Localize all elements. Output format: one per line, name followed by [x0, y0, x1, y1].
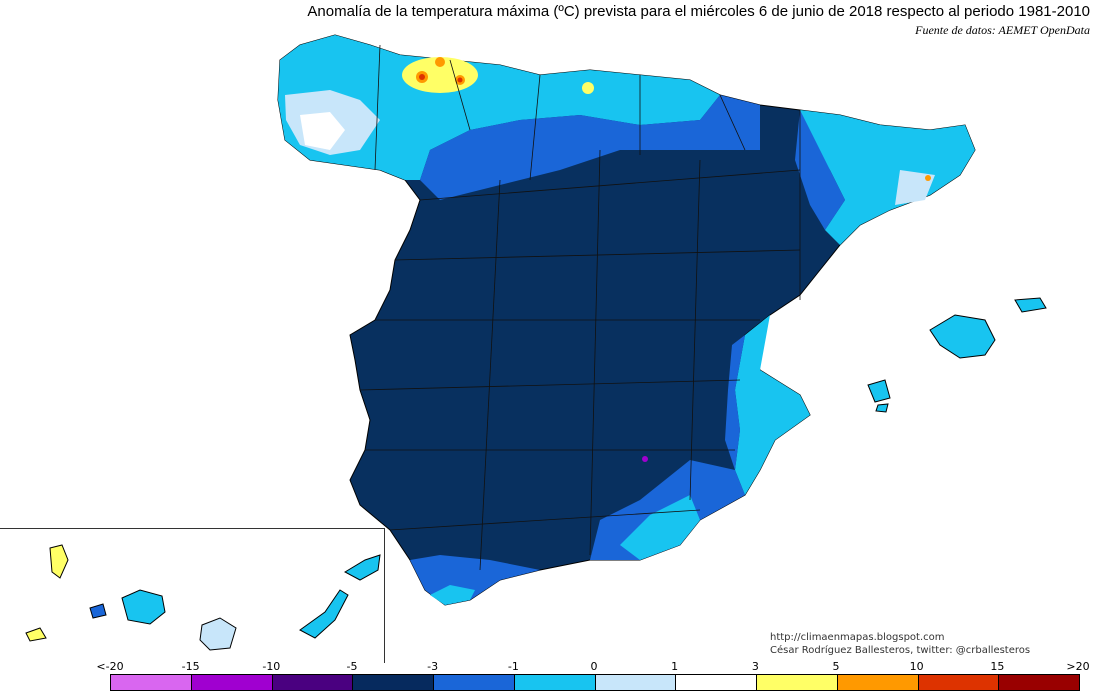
fuerteventura-island	[299, 589, 349, 639]
legend-tick-labels: <-20 -15 -10 -5 -3 -1 0 1 3 5 10 15 >20	[0, 660, 1098, 674]
mallorca-island	[929, 314, 996, 359]
south-coast-light	[430, 585, 475, 605]
legend-swatch	[272, 675, 354, 690]
legend-swatch	[191, 675, 273, 690]
legend-tick-label: <-20	[96, 660, 124, 673]
east-coast-medium	[725, 335, 745, 470]
province-borders	[359, 44, 801, 571]
legend-swatch	[111, 675, 192, 690]
legend-tick-label: 5	[832, 660, 840, 673]
canary-islands-inset-frame	[0, 528, 385, 663]
el-hierro-island	[25, 627, 47, 642]
legend-swatch	[837, 675, 919, 690]
legend-tick-label: 10	[909, 660, 924, 673]
asturias-orange-spot-3	[435, 57, 445, 67]
legend-swatch	[514, 675, 596, 690]
credits-author: César Rodríguez Ballesteros, twitter: @c…	[770, 645, 1031, 656]
formentera-island	[875, 403, 889, 413]
legend-tick-label: -15	[181, 660, 200, 673]
legend-tick-label: 0	[590, 660, 598, 673]
north-white-patch	[300, 112, 345, 150]
lanzarote-island	[343, 554, 381, 581]
la-palma-island	[49, 544, 69, 579]
color-scale-legend	[110, 674, 1080, 691]
legend-tick-label: -5	[346, 660, 358, 673]
murcia-magenta-spot	[642, 456, 648, 462]
catalonia-orange-spot	[925, 175, 931, 181]
credits: http://climaenmapas.blogspot.com César R…	[770, 631, 1030, 657]
legend-tick-label: 15	[990, 660, 1005, 673]
legend-tick-label: -10	[262, 660, 281, 673]
north-medium-band	[420, 95, 760, 200]
cantabria-yellow-spot	[582, 82, 594, 94]
catalonia-pale	[895, 170, 935, 205]
data-source-note: Fuente de datos: AEMET OpenData	[915, 23, 1090, 37]
asturias-red-spot-2	[457, 77, 463, 83]
legend-tick-label: 1	[671, 660, 679, 673]
legend-swatch	[434, 675, 515, 690]
tenerife-island	[121, 589, 166, 625]
north-coast-band	[278, 35, 720, 180]
legend-tick-label: >20	[1066, 660, 1090, 673]
northeast-medium	[795, 110, 845, 230]
legend-swatch	[918, 675, 1000, 690]
northeast-band	[800, 110, 975, 245]
menorca-island	[1014, 297, 1047, 313]
legend-swatch	[676, 675, 757, 690]
legend-swatch	[595, 675, 677, 690]
legend-swatch	[353, 675, 434, 690]
legend-tick-label: -1	[507, 660, 519, 673]
ibiza-island	[867, 379, 891, 403]
asturias-red-spot-1	[419, 74, 425, 80]
east-coast-band	[735, 315, 810, 495]
map-title: Anomalía de la temperatura máxima (ºC) p…	[307, 3, 1090, 20]
legend-tick-label: -3	[427, 660, 439, 673]
gran-canaria-island	[199, 617, 237, 651]
la-gomera-island	[89, 603, 107, 619]
legend-swatch	[999, 675, 1079, 690]
legend-swatch	[757, 675, 838, 690]
legend-tick-label: 3	[751, 660, 759, 673]
credits-url: http://climaenmapas.blogspot.com	[770, 632, 945, 643]
